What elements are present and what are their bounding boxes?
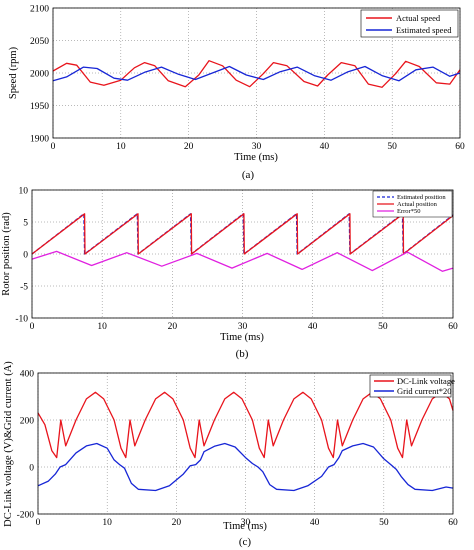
- x-axis-label-c: Time (ms): [223, 521, 267, 532]
- legend-label-error: Error*50: [397, 208, 420, 215]
- legend-label-actual-speed: Actual speed: [396, 13, 441, 23]
- legend-c: DC-Link voltage Grid current*20: [369, 374, 455, 398]
- legend-label-grid-current: Grid current*20: [397, 386, 452, 396]
- x-ticks-b: 0 10 20 30 40 50 60: [30, 322, 458, 332]
- x-tick-label: 30: [241, 518, 251, 528]
- y-tick-label: -10: [15, 315, 28, 325]
- x-tick-label: 30: [252, 142, 262, 152]
- plot-area-b: [31, 213, 454, 272]
- y-tick-label: 0: [23, 251, 28, 261]
- y-ticks-c: -200 0 200 400: [17, 370, 35, 521]
- axes-frame-c: [37, 372, 454, 515]
- x-tick-label: 20: [168, 322, 178, 332]
- x-tick-label: 10: [97, 322, 107, 332]
- x-tick-label: 60: [448, 322, 458, 332]
- legend-label-dc-link-voltage: DC-Link voltage: [397, 376, 455, 386]
- x-tick-label: 40: [310, 518, 320, 528]
- series-line-b-2: [31, 250, 454, 272]
- x-tick-label: 60: [455, 142, 465, 152]
- x-tick-label: 20: [184, 142, 194, 152]
- legend-box-a: [360, 9, 459, 38]
- series-line-a-1: [52, 65, 461, 82]
- x-tick-label: 40: [320, 142, 330, 152]
- y-tick-label: 1900: [30, 135, 49, 145]
- chart-panel-a: 0 10 20 30 40 50 60 1900 1950 2000 2050 2100 Time …: [8, 5, 465, 182]
- y-tick-label: 0: [29, 464, 34, 474]
- x-tick-label: 10: [102, 518, 112, 528]
- y-axis-label-c: DC-Link voltage (V)&Grid current (A): [3, 361, 14, 527]
- y-tick-label: 400: [20, 370, 35, 380]
- series-line-c-1: [37, 442, 454, 492]
- legend-label-actual-position: Actual position: [397, 201, 438, 208]
- x-ticks-a: 0 10 20 30 40 50 60: [51, 142, 465, 152]
- y-tick-label: 1950: [30, 102, 49, 112]
- x-axis-label-a: Time (ms): [234, 152, 278, 163]
- series-line-a-0: [52, 60, 461, 88]
- chart-panel-b: 0 10 20 30 40 50 60 -10 -5 0 5 10 Time (ms) Rotor …: [1, 187, 458, 361]
- series-line-c-0: [37, 391, 454, 459]
- y-tick-label: 10: [19, 187, 29, 197]
- panel-label-a: (a): [242, 169, 255, 181]
- x-tick-label: 50: [378, 322, 388, 332]
- x-tick-label: 0: [36, 518, 41, 528]
- x-tick-label: 0: [51, 142, 56, 152]
- x-tick-label: 0: [30, 322, 35, 332]
- x-tick-label: 10: [116, 142, 126, 152]
- y-tick-label: 5: [23, 219, 28, 229]
- plot-area-c: [37, 391, 454, 492]
- legend-label-estimated-position: Estimated position: [397, 194, 446, 201]
- y-axis-label-a: Speed (rpm): [8, 46, 19, 99]
- y-ticks-b: -10 -5 0 5 10: [15, 187, 28, 325]
- x-tick-label: 60: [448, 518, 458, 528]
- series-line-b-1: [31, 213, 454, 255]
- y-tick-label: -200: [17, 511, 35, 521]
- x-tick-label: 50: [387, 142, 397, 152]
- plot-area-a: [52, 60, 461, 88]
- x-tick-label: 50: [379, 518, 389, 528]
- legend-a: Actual speed Estimated speed: [360, 9, 459, 38]
- y-axis-label-b: Rotor position (rad): [1, 212, 12, 296]
- x-tick-label: 40: [308, 322, 318, 332]
- y-tick-label: 2050: [30, 37, 49, 47]
- panel-label-c: (c): [239, 536, 252, 548]
- x-axis-label-b: Time (ms): [220, 332, 264, 343]
- panel-label-b: (b): [236, 348, 249, 360]
- y-tick-label: -5: [20, 283, 28, 293]
- y-ticks-a: 1900 1950 2000 2050 2100: [30, 5, 49, 145]
- legend-label-estimated-speed: Estimated speed: [396, 25, 452, 35]
- y-tick-label: 200: [20, 417, 35, 427]
- x-tick-label: 30: [238, 322, 248, 332]
- x-tick-label: 20: [172, 518, 182, 528]
- y-tick-label: 2000: [30, 70, 49, 80]
- x-ticks-c: 0 10 20 30 40 50 60: [36, 518, 458, 528]
- y-tick-label: 2100: [30, 5, 49, 15]
- legend-b: Estimated position Actual position Error…: [372, 190, 453, 218]
- axes-frame-b: [31, 189, 454, 319]
- axes-frame-a: [52, 7, 461, 139]
